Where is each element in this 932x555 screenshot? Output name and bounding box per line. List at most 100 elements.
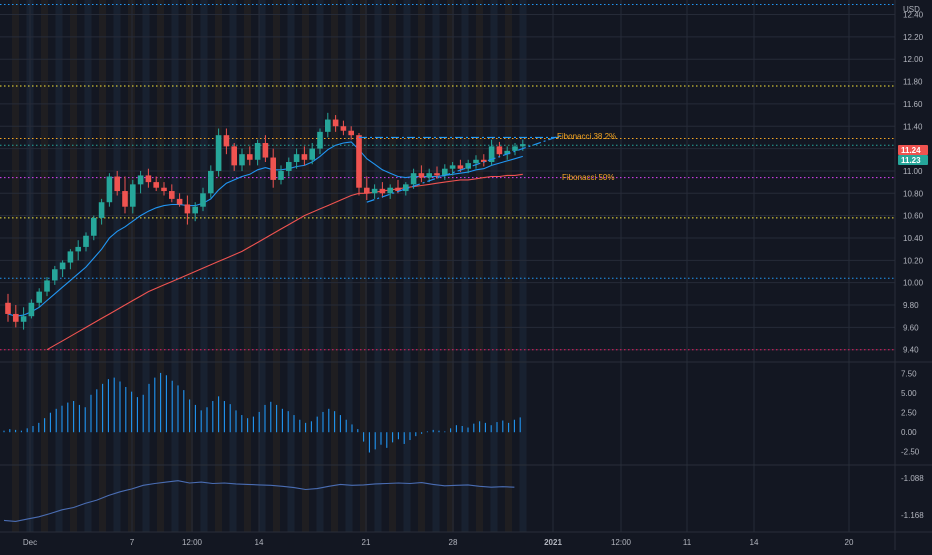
histogram-tick-label: 5.00 (901, 389, 917, 398)
candle-body (395, 187, 401, 192)
oscillator-panel (3, 480, 515, 522)
candle-body (488, 146, 495, 163)
price-tick-label: 10.20 (903, 256, 924, 265)
candle-body (153, 182, 159, 188)
candle-body (98, 202, 105, 218)
candle-body (387, 187, 393, 194)
session-band (316, 0, 324, 532)
session-band (200, 0, 208, 532)
candle-body (410, 173, 417, 185)
session-band (447, 0, 454, 532)
candle-body (356, 135, 362, 188)
session-band (186, 0, 193, 532)
candle-body (286, 162, 292, 171)
candle-body (426, 173, 432, 178)
currency-label: USD (903, 5, 920, 14)
candle-body (184, 204, 191, 214)
session-band (273, 0, 280, 532)
session-band (157, 0, 164, 532)
price-tick-label: 12.00 (903, 55, 924, 64)
session-band (215, 0, 222, 532)
session-band (389, 0, 396, 532)
candle-body (332, 119, 339, 127)
triangle-lower-line (366, 134, 562, 203)
candle-body (36, 291, 42, 303)
histogram-tick-label: 7.50 (901, 370, 917, 379)
oscillator-tick-label: -1.088 (901, 474, 924, 483)
price-badge-label: 11.23 (901, 156, 921, 165)
candle-body (496, 146, 503, 155)
candle-body (231, 146, 237, 166)
time-tick-label: 21 (362, 538, 371, 547)
candle-body (520, 144, 526, 147)
time-tick-label: 28 (449, 538, 458, 547)
candle-body (122, 191, 128, 207)
session-band (505, 0, 512, 532)
candlestick-series (5, 112, 526, 330)
histogram-tick-label: 0.00 (901, 428, 917, 437)
triangle-pattern (359, 134, 562, 203)
session-band (142, 0, 150, 532)
candle-body (130, 184, 136, 207)
candle-body (5, 302, 11, 314)
time-tick-label: 14 (750, 538, 759, 547)
fib-50-label: Fibonacci 50% (562, 173, 614, 182)
time-axis[interactable]: Dec 7 12:00 14 21 28 2021 12:00 11 14 20 (23, 538, 854, 547)
session-band (519, 0, 527, 532)
time-tick-label: 11 (683, 538, 692, 547)
oscillator-tick-label: -1.168 (901, 511, 924, 520)
candle-body (28, 302, 35, 317)
candle-body (340, 126, 347, 131)
time-tick-label: 14 (255, 538, 264, 547)
candle-body (192, 206, 198, 214)
candle-body (20, 316, 27, 322)
histogram-tick-label: 2.50 (901, 409, 917, 418)
price-badge (898, 155, 928, 165)
candle-body (254, 143, 261, 160)
candle-body (512, 146, 518, 151)
session-band (258, 0, 266, 532)
price-tick-label: 9.80 (903, 301, 919, 310)
candle-body (481, 159, 487, 163)
session-bands (12, 0, 527, 532)
candle-body (293, 154, 300, 163)
price-badge (898, 145, 928, 155)
candle-body (91, 217, 97, 236)
candle-body (473, 159, 479, 164)
candle-body (44, 280, 50, 292)
session-band (331, 0, 338, 532)
time-tick-label: 7 (130, 538, 135, 547)
candle-body (208, 170, 214, 194)
session-band (302, 0, 309, 532)
candle-body (262, 143, 269, 158)
time-tick-label: 20 (845, 538, 854, 547)
price-tick-label: 9.40 (903, 346, 919, 355)
candle-body (114, 176, 120, 192)
candle-body (137, 175, 144, 185)
session-band (374, 0, 382, 532)
session-band (70, 0, 77, 532)
candle-body (215, 135, 222, 171)
candle-body (457, 165, 464, 169)
candle-body (161, 187, 167, 192)
price-tick-label: 10.40 (903, 234, 924, 243)
time-tick-label: Dec (23, 538, 37, 547)
price-tick-label: 12.40 (903, 11, 924, 20)
candle-body (247, 154, 253, 160)
time-tick-label: 12:00 (611, 538, 632, 547)
candle-body (434, 173, 440, 176)
candle-body (504, 150, 510, 155)
session-band (403, 0, 411, 532)
candle-body (379, 188, 386, 194)
candle-body (59, 262, 66, 270)
candle-body (239, 154, 245, 166)
price-badge-label: 11.24 (901, 146, 921, 155)
histogram-tick-label: -2.50 (901, 448, 920, 457)
price-tick-label: 11.80 (903, 78, 923, 87)
session-band (345, 0, 353, 532)
price-tick-label: 12.20 (903, 33, 924, 42)
session-band (461, 0, 469, 532)
candle-body (270, 157, 276, 180)
